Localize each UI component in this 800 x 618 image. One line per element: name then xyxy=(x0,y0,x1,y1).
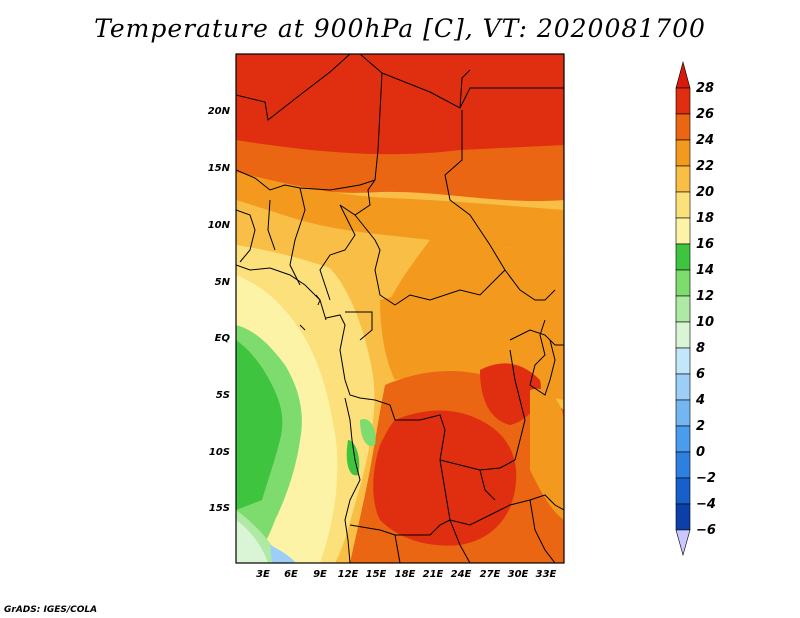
lat-label: 5S xyxy=(216,390,230,401)
lon-label: 3E xyxy=(256,569,270,580)
map-frame xyxy=(235,53,565,564)
colorbar-tick-label: 26 xyxy=(696,107,714,122)
colorbar-swatch xyxy=(675,503,691,531)
colorbar-swatch xyxy=(675,477,691,505)
colorbar-tick-label: −4 xyxy=(696,497,716,512)
map-title: Temperature at 900hPa [C], VT: 202008170… xyxy=(94,14,706,43)
temperature-field xyxy=(236,54,564,563)
lon-label: 24E xyxy=(451,569,472,580)
colorbar-swatch xyxy=(675,191,691,219)
colorbar-tick-label: 28 xyxy=(696,81,714,96)
colorbar-tick-label: 10 xyxy=(696,315,714,330)
colorbar-tick-label: 16 xyxy=(696,237,714,252)
colorbar-swatch xyxy=(675,113,691,141)
colorbar-tick-label: 22 xyxy=(696,159,714,174)
lat-label: EQ xyxy=(215,333,231,344)
colorbar-swatch xyxy=(675,243,691,271)
country-borders xyxy=(236,54,564,563)
lon-label: 18E xyxy=(395,569,416,580)
colorbar-tick-label: 12 xyxy=(696,289,714,304)
lat-label: 5N xyxy=(215,277,231,288)
colorbar-tick-label: 20 xyxy=(696,185,714,200)
colorbar-tick-label: 14 xyxy=(696,263,714,278)
colorbar-tick-label: 18 xyxy=(696,211,714,226)
colorbar-tick-label: 24 xyxy=(696,133,714,148)
colorbar-min-triangle xyxy=(675,529,691,557)
lat-label: 10N xyxy=(208,220,231,231)
colorbar-tick-label: 8 xyxy=(696,341,705,356)
footer-credit: GrADS: IGES/COLA xyxy=(4,605,98,615)
colorbar-swatch xyxy=(675,451,691,479)
lon-label: 12E xyxy=(338,569,359,580)
colorbar-swatch xyxy=(675,139,691,167)
lon-label: 6E xyxy=(284,569,298,580)
colorbar-tick-label: 0 xyxy=(696,445,705,460)
lat-label: 15S xyxy=(209,503,230,514)
colorbar-swatch xyxy=(675,269,691,297)
colorbar-tick-label: 4 xyxy=(695,393,705,408)
colorbar-swatch xyxy=(675,295,691,323)
colorbar-swatch xyxy=(675,217,691,245)
lon-label: 27E xyxy=(480,569,501,580)
lat-axis-labels: 20N 15N 10N 5N EQ 5S 10S 15S xyxy=(208,106,231,514)
colorbar-swatch xyxy=(675,399,691,427)
lon-label: 9E xyxy=(313,569,327,580)
colorbar-swatch xyxy=(675,347,691,375)
lon-axis-labels: 3E 6E 9E 12E 15E 18E 21E 24E 27E 30E 33E xyxy=(256,569,556,580)
lat-label: 15N xyxy=(208,163,231,174)
lat-label: 10S xyxy=(209,447,230,458)
colorbar-swatch xyxy=(675,321,691,349)
colorbar-swatch xyxy=(675,425,691,453)
colorbar-tick-label: −2 xyxy=(696,471,716,486)
colorbar-swatch xyxy=(675,373,691,401)
lat-label: 20N xyxy=(208,106,231,117)
lon-label: 21E xyxy=(423,569,444,580)
colorbar-max-triangle xyxy=(675,60,691,89)
lon-label: 33E xyxy=(536,569,557,580)
colorbar-swatch xyxy=(675,165,691,193)
colorbar-tick-label: 6 xyxy=(696,367,705,382)
colorbar-swatch xyxy=(675,87,691,115)
lon-label: 15E xyxy=(366,569,387,580)
colorbar-tick-label: −6 xyxy=(696,523,716,538)
colorbar-tick-label: 2 xyxy=(696,419,705,434)
lon-label: 30E xyxy=(508,569,529,580)
